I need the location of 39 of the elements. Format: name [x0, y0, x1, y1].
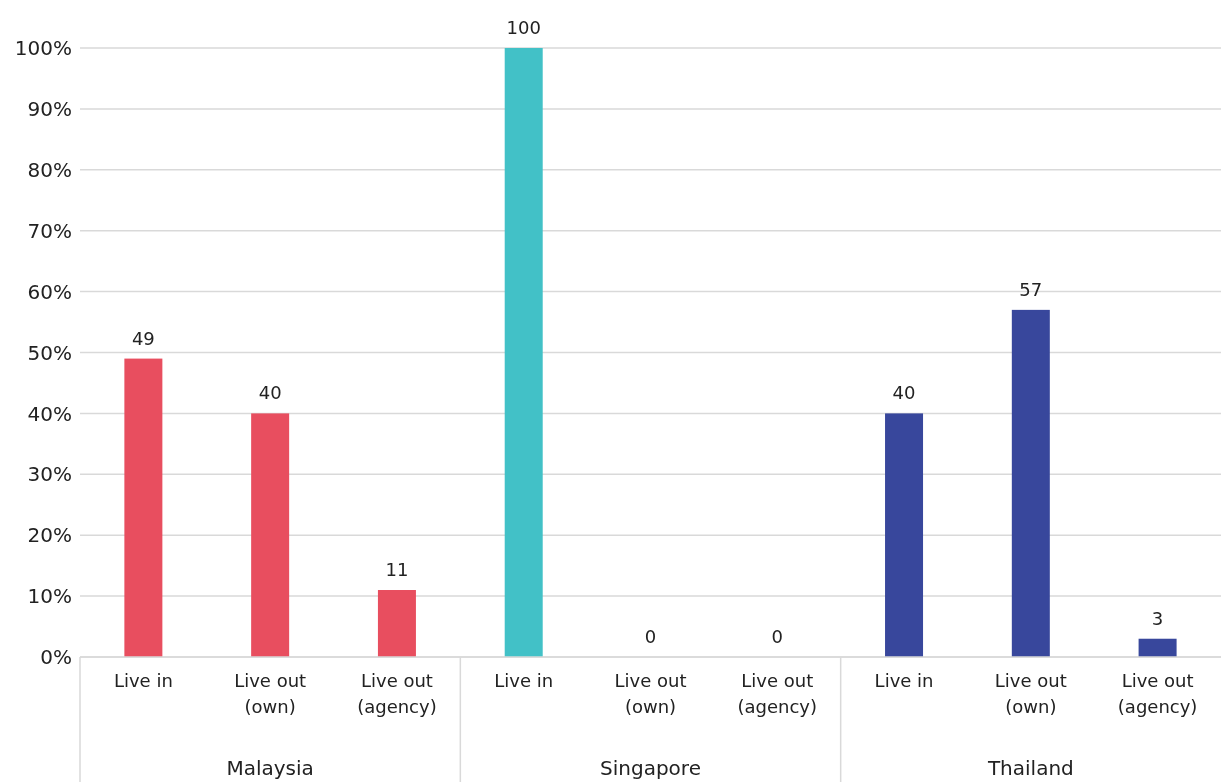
data-label: 11	[385, 559, 409, 581]
data-label: 57	[1019, 278, 1043, 300]
bar	[885, 413, 924, 657]
y-tick-label: 80%	[27, 157, 72, 182]
data-label: 49	[131, 327, 155, 349]
y-tick-label: 30%	[27, 462, 72, 487]
text: Singapore	[600, 756, 701, 780]
x-tick-label: Live out (own)	[994, 670, 1067, 717]
y-tick-label: 50%	[27, 340, 72, 365]
x-tick-label: Live in	[494, 670, 554, 691]
y-tick-label: 60%	[27, 279, 72, 304]
x-tick-label: Live out (own)	[234, 670, 307, 717]
bar	[1138, 638, 1177, 657]
text: Thailand	[986, 756, 1074, 780]
bar	[504, 48, 543, 657]
y-tick-label: 100%	[14, 36, 72, 61]
x-tick-label: Live out (agency)	[357, 670, 437, 717]
x-tick-label: Live out (agency)	[1117, 670, 1198, 717]
bar	[1011, 309, 1050, 657]
text: Malaysia	[226, 756, 314, 780]
bar	[377, 590, 416, 657]
x-tick-label: Live out (agency)	[737, 670, 818, 717]
y-tick-label: 90%	[27, 97, 72, 121]
y-tick-label: 10%	[27, 584, 72, 609]
data-label: 40	[258, 382, 282, 404]
x-tick-label: Live in	[874, 670, 934, 691]
y-tick-label: 40%	[27, 401, 72, 426]
data-label: 0	[771, 626, 783, 647]
bar	[251, 413, 290, 657]
bar	[124, 358, 163, 657]
data-label: 3	[1151, 607, 1164, 629]
data-label: 100	[506, 17, 541, 38]
y-tick-label: 70%	[27, 218, 72, 243]
data-label: 0	[644, 626, 657, 647]
x-tick-label: Live in	[113, 670, 173, 691]
x-tick-label: Live out (own)	[614, 670, 687, 717]
y-tick-label: 20%	[27, 523, 72, 548]
data-label: 40	[892, 382, 916, 404]
y-tick-label: 0%	[40, 645, 72, 670]
